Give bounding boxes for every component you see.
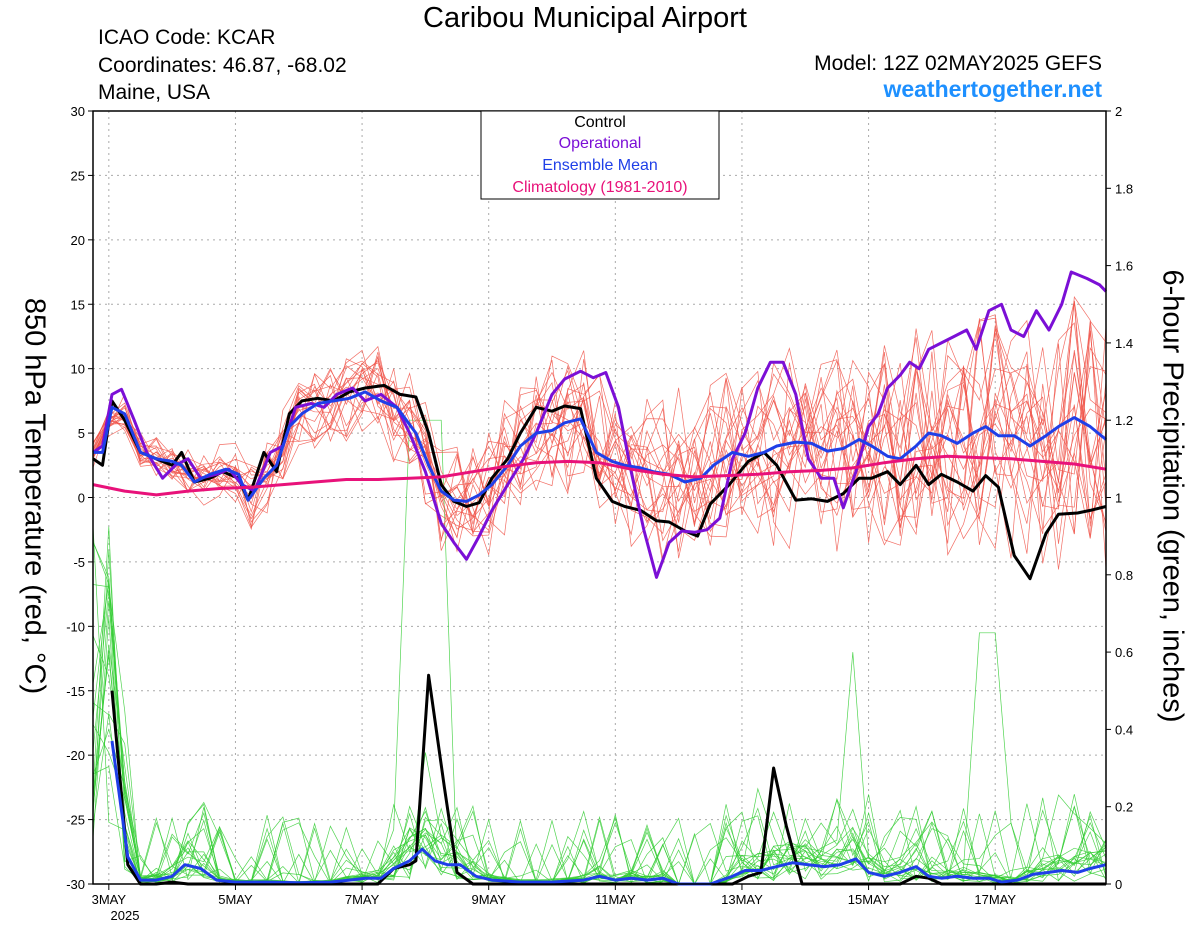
x-axis-ticks: 3MAY 5MAY 7MAY 9MAY 11MAY 13MAY 15MAY 17MAY [92,884,1016,907]
precip-member-line [92,765,1107,885]
right-tick-label: 0.6 [1115,645,1133,660]
left-tick-label: 0 [78,491,85,506]
icao-code: ICAO Code: KCAR [98,26,276,49]
legend-operational: Operational [559,135,642,152]
page-title: Caribou Municipal Airport [423,2,747,34]
right-axis-label: 6-hour Precipitation (green, inches) [1156,269,1189,723]
x-tick-label: 5MAY [218,892,253,907]
model-run: Model: 12Z 02MAY2025 GEFS [814,52,1102,75]
x-tick-label: 9MAY [471,892,506,907]
precip-member-line [92,584,1107,885]
left-tick-label: 30 [71,104,85,119]
legend-box [480,110,720,200]
left-tick-label: -15 [66,684,85,699]
x-tick-label: 13MAY [721,892,763,907]
left-tick-label: 25 [71,168,85,183]
left-tick-label: 15 [71,297,85,312]
x-tick-label: 3MAY [92,892,127,907]
right-tick-label: 0.2 [1115,800,1133,815]
x-tick-label: 7MAY [345,892,380,907]
left-tick-label: -25 [66,813,85,828]
right-tick-label: 1.4 [1115,336,1133,351]
ensemble-mean-precip-line [110,740,1107,886]
left-tick-label: -30 [66,877,85,892]
legend-control: Control [574,114,626,131]
operational-temp-line [92,270,1108,579]
x-tick-label: 11MAY [595,892,636,907]
legend-climatology: Climatology (1981-2010) [512,179,687,196]
right-tick-label: 0.4 [1115,722,1133,737]
right-tick-label: 1.6 [1115,259,1133,274]
x-tick-label: 17MAY [974,892,1016,907]
temp-member-line [92,337,1107,554]
grid-lines [93,111,1106,884]
right-tick-label: 1.8 [1115,181,1133,196]
right-tick-label: 1 [1115,491,1122,506]
legend: Control Operational Ensemble Mean Climat… [480,110,720,200]
brand-link[interactable]: weathertogether.net [883,76,1102,102]
left-axis-label: 850 hPa Temperature (red, °C) [18,297,51,695]
series-lines [92,270,1108,886]
left-tick-label: 10 [71,362,85,377]
x-tick-label: 15MAY [848,892,890,907]
region: Maine, USA [98,81,211,104]
right-tick-label: 1.2 [1115,413,1133,428]
left-tick-label: -10 [66,619,85,634]
left-axis-ticks: -30 -25 -20 -15 -10 -5 0 5 10 15 20 25 30 [66,104,93,892]
left-tick-label: 5 [78,426,85,441]
left-tick-label: -20 [66,748,85,763]
left-tick-label: 20 [71,233,85,248]
right-tick-label: 0.8 [1115,568,1133,583]
ensemble-mean-temp-line [93,390,1107,503]
right-axis-ticks: 0 0.2 0.4 0.6 0.8 1 1.2 1.4 1.6 1.8 2 [1106,104,1133,892]
legend-ensemble-mean: Ensemble Mean [542,157,658,174]
right-tick-label: 0 [1115,877,1122,892]
climatology-1981-2010-temp-line [92,454,1107,497]
right-tick-label: 2 [1115,104,1122,119]
left-tick-label: -5 [73,555,85,570]
coordinates: Coordinates: 46.87, -68.02 [98,54,347,77]
year-label: 2025 [111,908,140,923]
temp-member-line [92,330,1107,564]
